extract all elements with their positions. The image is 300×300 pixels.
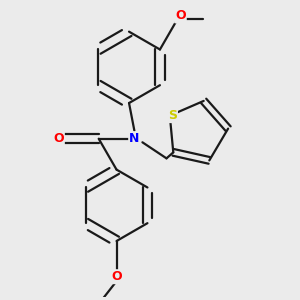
Text: N: N (129, 132, 140, 145)
Text: O: O (175, 9, 186, 22)
Text: S: S (168, 109, 177, 122)
Text: O: O (111, 270, 122, 283)
Text: O: O (53, 132, 64, 145)
